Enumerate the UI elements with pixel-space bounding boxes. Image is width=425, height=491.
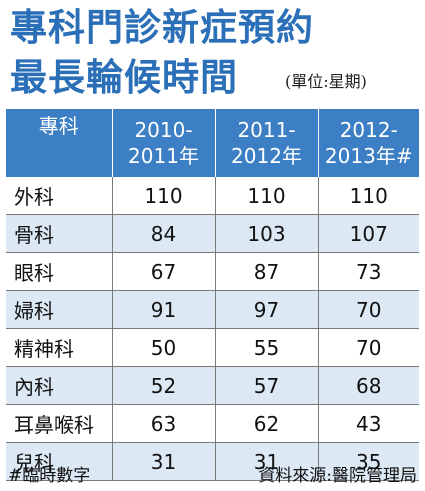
row-category: 兒科 [6,442,113,481]
row-category: 耳鼻喉科 [6,404,113,443]
row-value: 73 [318,252,419,291]
row-category: 精神科 [6,328,113,367]
table-row: 婦科 91 97 70 [6,290,419,329]
header-column-1-line-1: 2010- [134,118,193,142]
header-column-2: 2011- 2012年 [215,109,319,177]
row-category: 外科 [6,177,113,215]
row-value: 70 [318,290,419,329]
table-row: 骨科 84 103 107 [6,214,419,253]
row-value: 68 [318,366,419,405]
row-value: 43 [318,404,419,443]
row-value: 31 [215,442,319,481]
header-column-1-line-2: 2011年 [128,144,199,168]
row-value: 110 [215,177,319,215]
header-column-2-line-1: 2011- [237,118,296,142]
row-value: 107 [318,214,419,253]
row-value: 84 [112,214,216,253]
row-category: 內科 [6,366,113,405]
row-value: 110 [112,177,216,215]
table-row: 內科 52 57 68 [6,366,419,405]
row-value: 31 [112,442,216,481]
table-row: 外科 110 110 110 [6,177,419,215]
row-value: 87 [215,252,319,291]
row-value: 97 [215,290,319,329]
chart-footer: #臨時數字 資料來源:醫院管理局 [0,455,425,491]
footnote: #臨時數字 [8,466,91,486]
row-value: 103 [215,214,319,253]
row-value: 57 [215,366,319,405]
row-value: 91 [112,290,216,329]
row-value: 35 [318,442,419,481]
title-line-1: 專科門診新症預約 [10,6,314,49]
row-value: 52 [112,366,216,405]
table-row: 精神科 50 55 70 [6,328,419,367]
table-row: 耳鼻喉科 63 62 43 [6,404,419,443]
row-category: 骨科 [6,214,113,253]
row-value: 63 [112,404,216,443]
header-row: 專科 2010- 2011年 2011- 2012年 2012- 2013年# [6,109,419,177]
row-value: 70 [318,328,419,367]
waiting-time-table: 專科 2010- 2011年 2011- 2012年 2012- 2013年# … [6,109,419,481]
header-column-1: 2010- 2011年 [112,109,216,177]
row-category: 婦科 [6,290,113,329]
header-category: 專科 [6,109,113,177]
source-credit: 資料來源:醫院管理局 [258,466,417,486]
unit-label: (單位:星期) [285,72,367,91]
header-column-3: 2012- 2013年# [318,109,419,177]
header-column-3-line-1: 2012- [339,118,398,142]
header-column-2-line-2: 2012年 [231,144,302,168]
title-line-2: 最長輪候時間 [10,56,238,99]
row-value: 50 [112,328,216,367]
row-category: 眼科 [6,252,113,291]
row-value: 55 [215,328,319,367]
table-row: 兒科 31 31 35 [6,442,419,481]
row-value: 67 [112,252,216,291]
table-row: 眼科 67 87 73 [6,252,419,291]
row-value: 110 [318,177,419,215]
header-column-3-line-2: 2013年# [324,144,413,168]
row-value: 62 [215,404,319,443]
